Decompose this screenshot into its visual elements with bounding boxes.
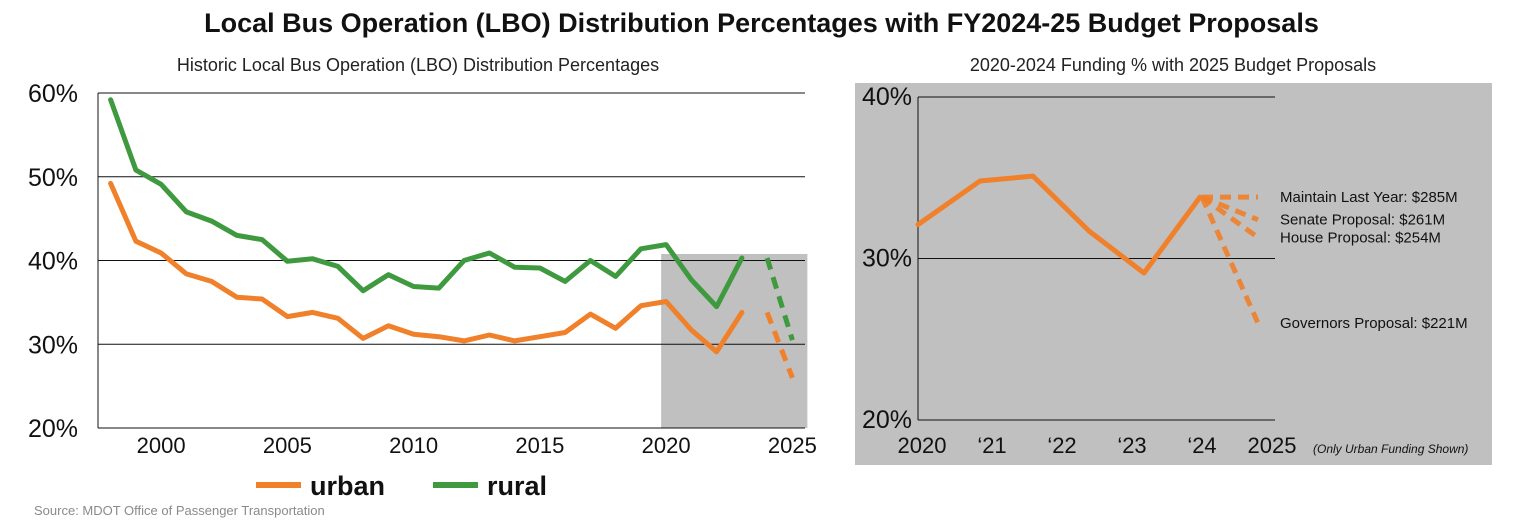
y-tick-label: 30%: [28, 331, 78, 359]
x-tick-label: 2005: [263, 433, 312, 458]
proposal-line: [1199, 196, 1261, 325]
proposal-label: Governors Proposal: $221M: [1280, 315, 1468, 332]
x-tick-label: ‘24: [1187, 433, 1216, 458]
y-tick-label: 50%: [28, 164, 78, 192]
y-tick-label: 40%: [28, 248, 78, 276]
x-tick-label: 2010: [389, 433, 438, 458]
x-tick-label: 2025: [1248, 433, 1297, 458]
y-tick-label: 30%: [862, 245, 912, 273]
chart-note: (Only Urban Funding Shown): [1313, 442, 1468, 456]
y-tick-label: 20%: [862, 406, 912, 434]
x-tick-label: 2020: [642, 433, 691, 458]
proposals-chart: 2020-2024 Funding % with 2025 Budget Pro…: [855, 55, 1492, 465]
legend-label-urban: urban: [310, 471, 385, 501]
source-note: Source: MDOT Office of Passenger Transpo…: [34, 503, 325, 518]
x-tick-label: 2025: [768, 433, 817, 458]
proposal-label: Maintain Last Year: $285M: [1280, 189, 1458, 206]
series-line-rural: [108, 97, 745, 310]
proposal-label: House Proposal: $254M: [1280, 230, 1441, 247]
x-tick-label: 2020: [898, 433, 947, 458]
series-line-urban: [108, 180, 745, 355]
figure-title: Local Bus Operation (LBO) Distribution P…: [204, 8, 1319, 38]
highlight-region: [661, 253, 808, 428]
proposal-line: [1200, 195, 1260, 240]
historic-chart: Historic Local Bus Operation (LBO) Distr…: [28, 55, 817, 501]
chart-background: [855, 83, 1492, 465]
y-tick-label: 60%: [28, 80, 78, 108]
chart-title: Historic Local Bus Operation (LBO) Distr…: [177, 55, 659, 75]
x-tick-label: 2000: [137, 433, 186, 458]
projection-line-rural: [764, 257, 795, 341]
x-tick-label: ‘22: [1047, 433, 1076, 458]
legend-label-rural: rural: [487, 471, 547, 501]
x-tick-label: ‘23: [1117, 433, 1146, 458]
proposal-label: Senate Proposal: $261M: [1280, 212, 1445, 229]
chart-title: 2020-2024 Funding % with 2025 Budget Pro…: [970, 55, 1376, 75]
y-tick-label: 20%: [28, 415, 78, 443]
y-tick-label: 40%: [862, 83, 912, 111]
x-tick-label: ‘21: [977, 433, 1006, 458]
series-line-urban: [915, 173, 1203, 276]
x-tick-label: 2015: [515, 433, 564, 458]
projection-line-urban: [764, 311, 795, 379]
